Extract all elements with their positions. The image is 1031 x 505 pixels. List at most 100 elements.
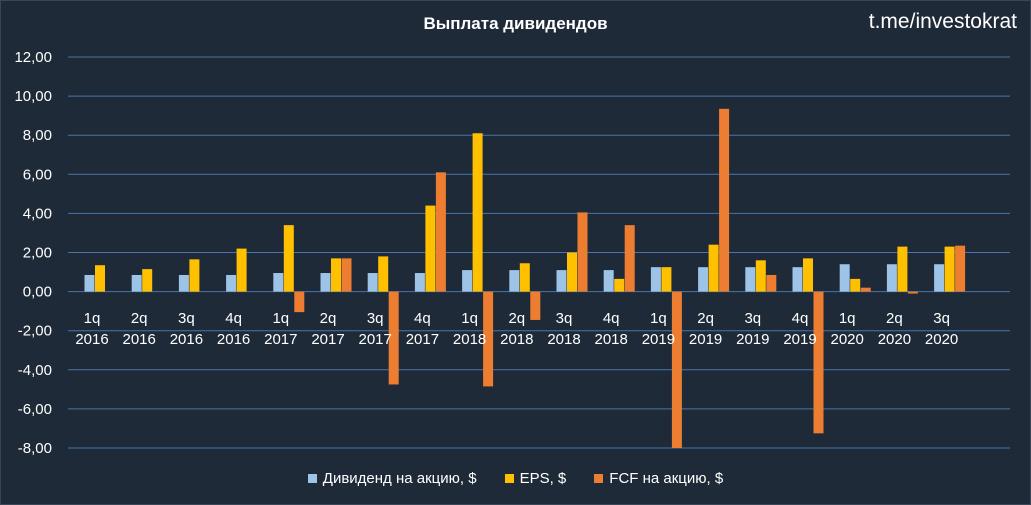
- x-tick-quarter: 2q: [131, 310, 148, 327]
- x-tick-year: 2018: [500, 331, 533, 348]
- bar-eps: [614, 278, 625, 292]
- bar-fcf: [577, 212, 588, 292]
- x-tick-quarter: 2q: [886, 310, 903, 327]
- bar-dividend: [934, 264, 945, 292]
- x-tick-quarter: 1q: [84, 310, 101, 327]
- x-tick-quarter: 4q: [603, 310, 620, 327]
- bar-fcf: [671, 291, 682, 448]
- bar-dividend: [320, 273, 331, 292]
- x-tick-year: 2018: [547, 331, 580, 348]
- bar-eps: [755, 260, 766, 292]
- bar-fcf: [388, 291, 399, 385]
- bar-dividend: [273, 273, 284, 292]
- bar-fcf: [719, 108, 730, 292]
- bar-eps: [331, 258, 341, 292]
- y-tick-label: 6,00: [23, 166, 52, 183]
- bar-dividend: [226, 274, 237, 292]
- bar-fcf: [766, 274, 777, 292]
- y-tick-label: 8,00: [23, 127, 52, 144]
- bar-eps: [189, 259, 200, 292]
- bar-dividend: [178, 274, 189, 292]
- bar-eps: [236, 248, 247, 292]
- bar-eps: [897, 246, 908, 292]
- y-tick-label: 12,00: [14, 49, 52, 66]
- bar-dividend: [462, 270, 473, 292]
- x-tick-year: 2017: [311, 331, 344, 348]
- bar-eps: [378, 256, 389, 292]
- bar-fcf: [530, 291, 541, 320]
- chart-legend: Дивиденд на акцию, $ EPS, $ FCF на акцию…: [0, 470, 1031, 487]
- x-tick-quarter: 3q: [556, 310, 573, 327]
- x-tick-year: 2016: [123, 331, 156, 348]
- x-tick-year: 2017: [359, 331, 392, 348]
- bar-dividend: [792, 267, 803, 292]
- x-tick-quarter: 2q: [320, 310, 337, 327]
- bar-dividend: [131, 274, 142, 292]
- bar-fcf: [860, 287, 871, 292]
- x-tick-year: 2020: [878, 331, 911, 348]
- bar-fcf: [294, 291, 305, 313]
- bar-eps: [567, 252, 577, 292]
- bar-eps: [95, 265, 105, 292]
- x-tick-quarter: 1q: [461, 310, 478, 327]
- bar-eps: [283, 225, 294, 292]
- x-tick-quarter: 4q: [225, 310, 242, 327]
- x-tick-quarter: 2q: [508, 310, 525, 327]
- bar-eps: [142, 269, 153, 292]
- y-tick-label: -2,00: [18, 323, 52, 340]
- bar-fcf: [813, 291, 824, 434]
- bar-dividend: [603, 270, 614, 292]
- x-tick-year: 2020: [831, 331, 864, 348]
- x-tick-year: 2018: [595, 331, 628, 348]
- x-tick-year: 2017: [264, 331, 297, 348]
- chart-title: Выплата дивидендов: [423, 14, 608, 33]
- bar-fcf: [624, 225, 635, 292]
- bar-fcf: [955, 245, 966, 292]
- bar-eps: [519, 263, 530, 292]
- bar-fcf: [341, 258, 352, 292]
- legend-item-dividend: Дивиденд на акцию, $: [307, 470, 477, 487]
- y-tick-label: 0,00: [23, 284, 52, 301]
- y-tick-label: 10,00: [14, 88, 52, 105]
- bar-eps: [944, 246, 955, 292]
- legend-swatch-fcf: [594, 474, 604, 483]
- bar-dividend: [367, 273, 378, 292]
- watermark-text: t.me/investokrat: [868, 10, 1017, 33]
- x-tick-quarter: 4q: [414, 310, 431, 327]
- x-tick-year: 2019: [783, 331, 816, 348]
- x-tick-year: 2019: [689, 331, 722, 348]
- bar-dividend: [886, 264, 897, 292]
- x-tick-quarter: 3q: [933, 310, 950, 327]
- legend-label-fcf: FCF на акцию, $: [609, 470, 724, 487]
- x-tick-quarter: 1q: [650, 310, 667, 327]
- bar-fcf: [483, 291, 494, 387]
- y-tick-label: 2,00: [23, 245, 52, 262]
- y-tick-label: -8,00: [18, 440, 52, 457]
- bar-dividend: [650, 267, 661, 292]
- x-tick-year: 2018: [453, 331, 486, 348]
- bar-fcf: [907, 291, 918, 294]
- legend-swatch-dividend: [307, 474, 317, 483]
- bar-dividend: [509, 270, 520, 292]
- y-tick-label: 4,00: [23, 205, 52, 222]
- x-tick-year: 2019: [642, 331, 675, 348]
- bar-dividend: [839, 264, 850, 292]
- bar-dividend: [84, 274, 95, 292]
- x-tick-quarter: 3q: [178, 310, 195, 327]
- x-tick-year: 2016: [170, 331, 203, 348]
- legend-label-eps: EPS, $: [519, 470, 567, 487]
- x-tick-year: 2020: [925, 331, 958, 348]
- bar-dividend: [698, 267, 709, 292]
- legend-item-fcf: FCF на акцию, $: [594, 470, 723, 487]
- bar-fcf: [435, 172, 446, 292]
- x-tick-quarter: 1q: [839, 310, 856, 327]
- x-tick-quarter: 1q: [272, 310, 289, 327]
- legend-swatch-eps: [504, 474, 514, 483]
- bar-eps: [425, 205, 436, 292]
- y-tick-label: -4,00: [18, 362, 52, 379]
- bar-eps: [708, 244, 719, 292]
- bar-eps: [661, 267, 672, 292]
- x-tick-quarter: 3q: [367, 310, 384, 327]
- bar-dividend: [414, 273, 425, 292]
